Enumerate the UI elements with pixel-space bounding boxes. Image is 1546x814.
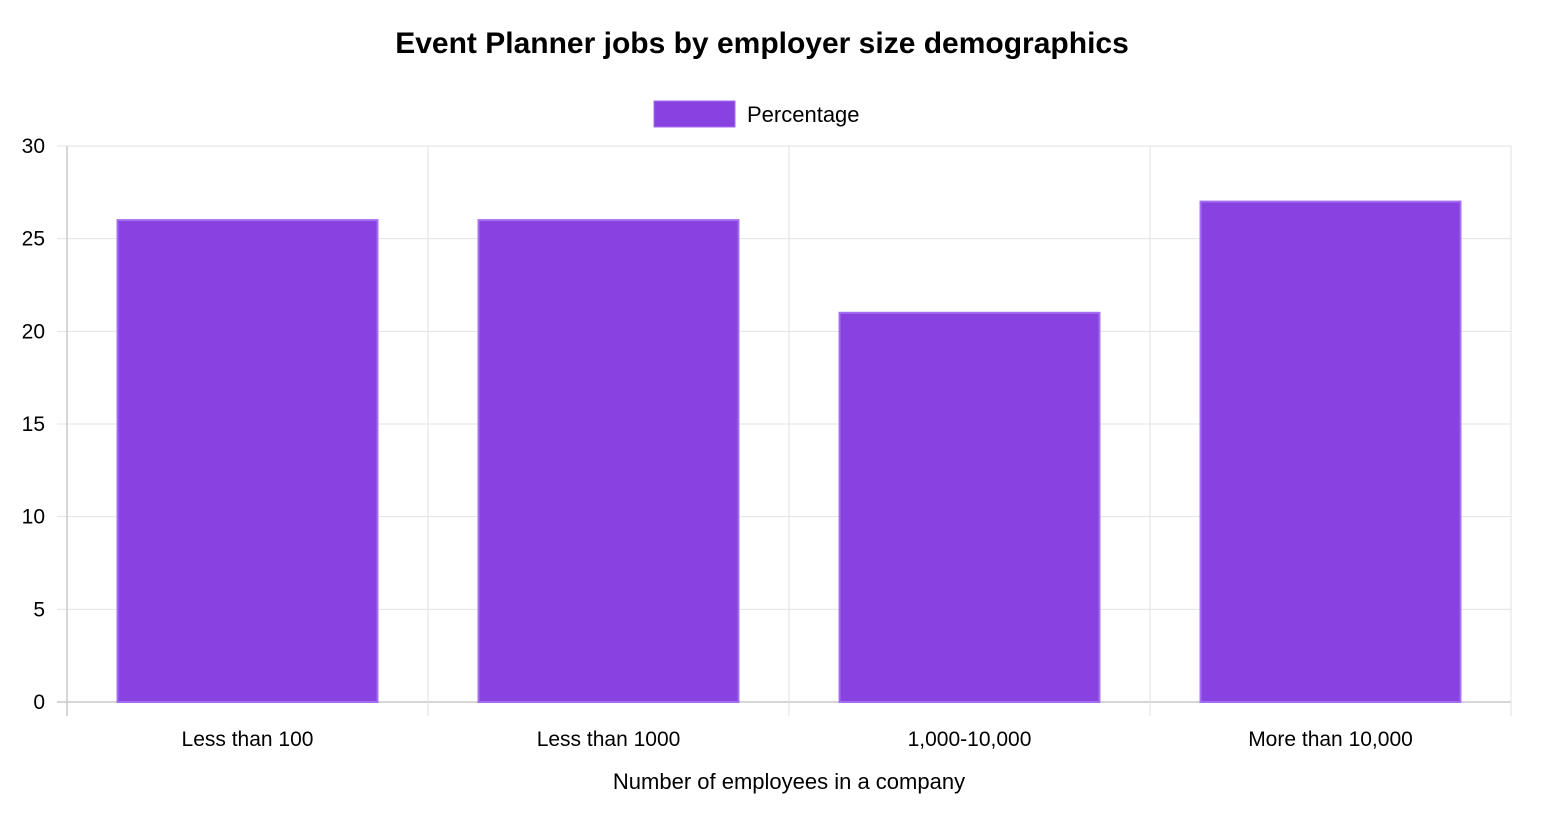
y-tick-label: 20 xyxy=(22,320,45,343)
x-tick-label: Less than 1000 xyxy=(537,728,681,751)
y-tick-label: 5 xyxy=(33,598,45,621)
x-tick-label: 1,000-10,000 xyxy=(908,728,1032,751)
y-tick-label: 30 xyxy=(22,135,45,158)
y-tick-label: 25 xyxy=(22,228,45,251)
chart-title: Event Planner jobs by employer size demo… xyxy=(395,27,1129,60)
bars xyxy=(116,200,1462,703)
legend[interactable]: Percentage xyxy=(653,100,860,128)
x-axis-ticks: Less than 100 Less than 1000 1,000-10,000 M… xyxy=(182,728,1413,751)
x-axis-label: Number of employees in a company xyxy=(613,769,965,794)
x-tick-label: Less than 100 xyxy=(182,728,314,751)
x-tick-label: More than 10,000 xyxy=(1248,728,1413,751)
y-tick-label: 0 xyxy=(33,691,45,714)
legend-label-percentage[interactable]: Percentage xyxy=(747,102,860,127)
y-axis-ticks: 0 5 10 15 20 25 30 xyxy=(22,135,45,714)
y-tick-label: 15 xyxy=(22,413,45,436)
bar[interactable] xyxy=(116,219,379,703)
bar[interactable] xyxy=(838,311,1101,703)
bar[interactable] xyxy=(477,219,740,703)
legend-swatch-percentage[interactable] xyxy=(653,100,736,128)
bar[interactable] xyxy=(1199,200,1462,703)
y-tick-label: 10 xyxy=(22,506,45,529)
